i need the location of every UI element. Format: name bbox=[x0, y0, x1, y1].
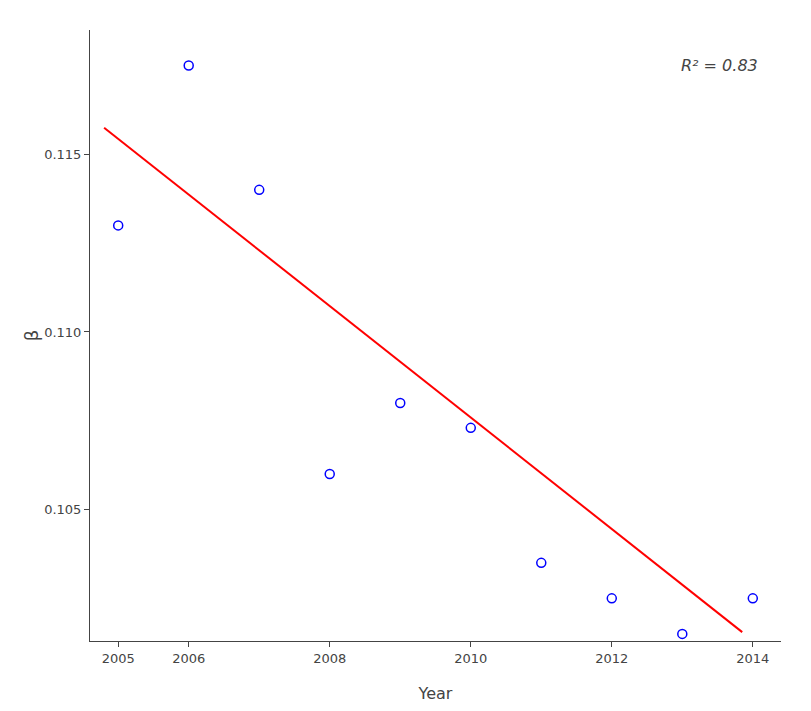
svg-text:β: β bbox=[21, 330, 42, 342]
svg-text:2014: 2014 bbox=[736, 651, 769, 666]
svg-text:Year: Year bbox=[418, 684, 453, 703]
svg-text:2008: 2008 bbox=[313, 651, 346, 666]
svg-text:0.115: 0.115 bbox=[44, 147, 81, 162]
svg-text:0.110: 0.110 bbox=[44, 325, 81, 340]
svg-text:2005: 2005 bbox=[102, 651, 135, 666]
svg-text:2006: 2006 bbox=[172, 651, 205, 666]
svg-text:0.105: 0.105 bbox=[44, 502, 81, 517]
svg-text:R² = 0.83: R² = 0.83 bbox=[681, 56, 758, 75]
svg-text:2010: 2010 bbox=[454, 651, 487, 666]
svg-text:2012: 2012 bbox=[595, 651, 628, 666]
